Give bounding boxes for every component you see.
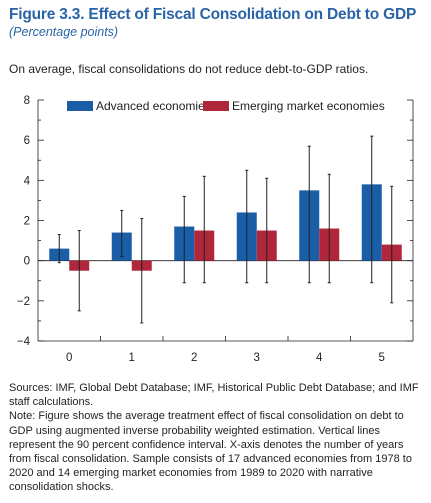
figure-tagline: On average, fiscal consolidations do not… bbox=[9, 62, 369, 76]
x-tick-label: 2 bbox=[191, 352, 197, 364]
legend-label-advanced: Advanced economies bbox=[96, 99, 211, 113]
x-tick-label: 0 bbox=[66, 352, 72, 364]
legend-swatch-advanced bbox=[67, 101, 93, 111]
x-tick-label: 5 bbox=[379, 352, 385, 364]
y-tick-label: −4 bbox=[17, 336, 31, 348]
y-tick-label: 6 bbox=[24, 135, 30, 147]
x-tick-label: 3 bbox=[254, 352, 260, 364]
chart-area: −4 −2 0 2 4 6 8 0 1 2 3 4 5 Advanced economies Emergi… bbox=[0, 84, 431, 374]
sources-text: Sources: IMF, Global Debt Database; IMF,… bbox=[9, 382, 419, 409]
legend-swatch-emerging bbox=[203, 101, 229, 111]
x-tick-label: 1 bbox=[129, 352, 135, 364]
y-tick-label: 4 bbox=[24, 175, 31, 187]
y-tick-label: −2 bbox=[17, 296, 30, 308]
y-tick-label: 2 bbox=[24, 216, 30, 228]
note-text: Note: Figure shows the average treatment… bbox=[9, 410, 412, 494]
bar-chart: −4 −2 0 2 4 6 8 0 1 2 3 4 5 Advanced economies Emergi… bbox=[17, 95, 414, 364]
figure-subtitle: (Percentage points) bbox=[9, 25, 119, 39]
figure-notes: Sources: IMF, Global Debt Database; IMF,… bbox=[9, 381, 424, 495]
y-tick-label: 8 bbox=[24, 95, 30, 107]
figure-title: Figure 3.3. Effect of Fiscal Consolidati… bbox=[9, 6, 417, 23]
y-tick-label: 0 bbox=[24, 256, 30, 268]
legend-label-emerging: Emerging market economies bbox=[232, 99, 385, 113]
x-tick-label: 4 bbox=[316, 352, 323, 364]
